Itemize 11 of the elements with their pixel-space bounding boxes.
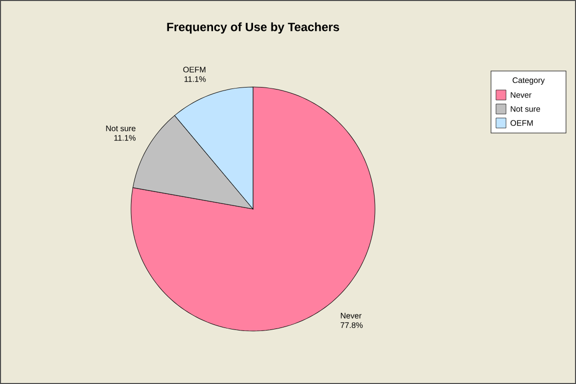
legend-title: Category (512, 77, 545, 85)
chart-title: Frequency of Use by Teachers (167, 22, 340, 34)
slice-label: OEFM (183, 66, 206, 72)
data-label: 11.1% (184, 76, 206, 82)
data-label: 11.1% (114, 135, 136, 141)
legend-label: Never (510, 92, 532, 98)
slice-label: Never (340, 312, 362, 318)
slice-label: Not sure (106, 126, 136, 132)
legend-label: OEFM (510, 120, 533, 126)
legend-label: Not sure (510, 106, 540, 112)
data-label: 77.8% (340, 322, 363, 328)
